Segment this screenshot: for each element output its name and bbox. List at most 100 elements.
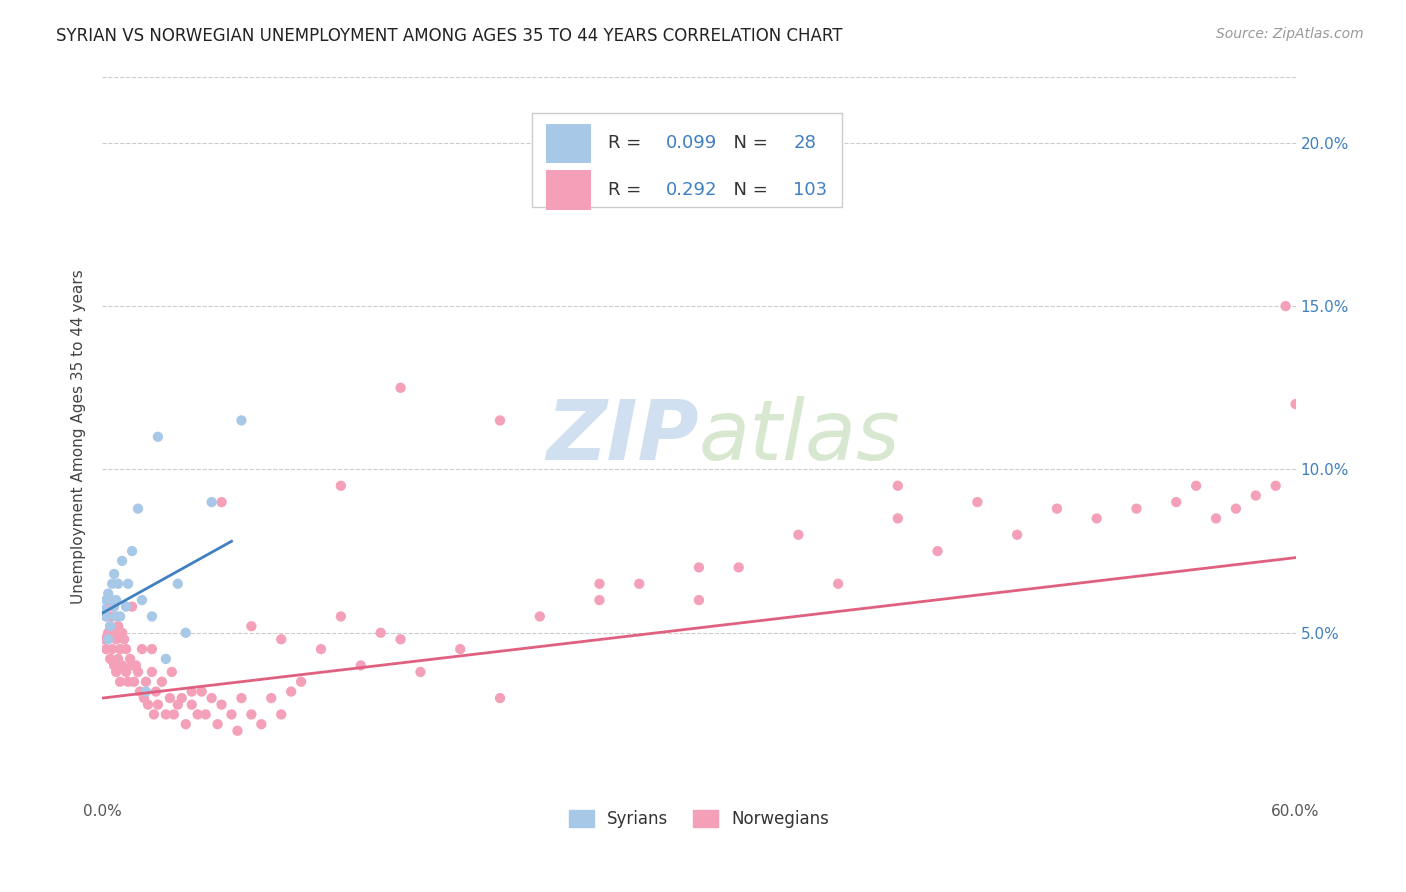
Point [141, 642, 163, 657]
Point [329, 609, 352, 624]
Point [97, 632, 120, 647]
Point [96, 593, 118, 607]
Point [112, 632, 135, 647]
Point [389, 632, 412, 647]
Point [105, 665, 128, 679]
Point [93, 603, 115, 617]
Point [787, 528, 810, 542]
Point [1284, 397, 1306, 411]
Point [101, 609, 124, 624]
Point [131, 593, 153, 607]
Point [96, 609, 118, 624]
Point [103, 599, 125, 614]
Point [529, 609, 551, 624]
Point [132, 691, 155, 706]
Text: 0.099: 0.099 [665, 135, 717, 153]
Text: atlas: atlas [699, 396, 900, 477]
Point [103, 566, 125, 581]
Point [136, 698, 159, 712]
Point [120, 652, 142, 666]
Point [187, 707, 209, 722]
Point [98, 619, 121, 633]
Point [163, 707, 186, 722]
Point [211, 495, 233, 509]
Point [270, 707, 292, 722]
Point [105, 632, 128, 647]
Point [107, 652, 129, 666]
Point [180, 684, 202, 698]
Point [145, 684, 167, 698]
Point [1225, 501, 1247, 516]
Point [98, 652, 121, 666]
Point [1185, 479, 1208, 493]
Point [231, 691, 253, 706]
Point [827, 576, 849, 591]
Point [101, 642, 124, 657]
Point [127, 665, 149, 679]
Text: 28: 28 [793, 135, 815, 153]
Y-axis label: Unemployment Among Ages 35 to 44 years: Unemployment Among Ages 35 to 44 years [72, 269, 86, 604]
Point [1125, 501, 1147, 516]
Point [927, 544, 949, 558]
Point [108, 674, 131, 689]
Point [887, 511, 910, 525]
Text: Source: ZipAtlas.com: Source: ZipAtlas.com [1216, 27, 1364, 41]
Point [115, 665, 138, 679]
Point [105, 609, 128, 624]
Point [166, 576, 188, 591]
Text: SYRIAN VS NORWEGIAN UNEMPLOYMENT AMONG AGES 35 TO 44 YEARS CORRELATION CHART: SYRIAN VS NORWEGIAN UNEMPLOYMENT AMONG A… [56, 27, 842, 45]
Point [141, 609, 163, 624]
Point [1166, 495, 1188, 509]
Point [260, 691, 283, 706]
Point [280, 684, 302, 698]
Point [96, 642, 118, 657]
Point [129, 684, 152, 698]
Point [628, 576, 651, 591]
Point [127, 501, 149, 516]
Point [111, 625, 134, 640]
Point [194, 707, 217, 722]
Point [166, 698, 188, 712]
Point [103, 625, 125, 640]
FancyBboxPatch shape [546, 170, 592, 210]
Point [190, 684, 212, 698]
Point [141, 665, 163, 679]
Point [107, 576, 129, 591]
Point [688, 560, 710, 574]
Point [150, 674, 173, 689]
Point [155, 652, 177, 666]
Point [98, 619, 121, 633]
Point [174, 717, 197, 731]
Point [966, 495, 988, 509]
Point [221, 707, 243, 722]
Text: 0.292: 0.292 [665, 181, 717, 199]
Point [121, 658, 143, 673]
Point [1244, 489, 1267, 503]
Point [121, 599, 143, 614]
Point [135, 684, 157, 698]
Text: N =: N = [721, 135, 773, 153]
Point [117, 576, 139, 591]
Point [121, 544, 143, 558]
Point [231, 413, 253, 427]
Text: R =: R = [609, 181, 647, 199]
Point [131, 642, 153, 657]
Point [97, 586, 120, 600]
Point [174, 625, 197, 640]
Point [105, 593, 128, 607]
Point [170, 691, 193, 706]
Point [125, 658, 148, 673]
Point [101, 576, 124, 591]
Point [350, 658, 373, 673]
Point [155, 707, 177, 722]
Point [108, 642, 131, 657]
Point [111, 658, 134, 673]
Point [389, 381, 412, 395]
Point [135, 674, 157, 689]
Point [270, 632, 292, 647]
Point [207, 717, 229, 731]
Point [160, 665, 183, 679]
Point [370, 625, 392, 640]
Point [211, 698, 233, 712]
Text: ZIP: ZIP [547, 396, 699, 477]
